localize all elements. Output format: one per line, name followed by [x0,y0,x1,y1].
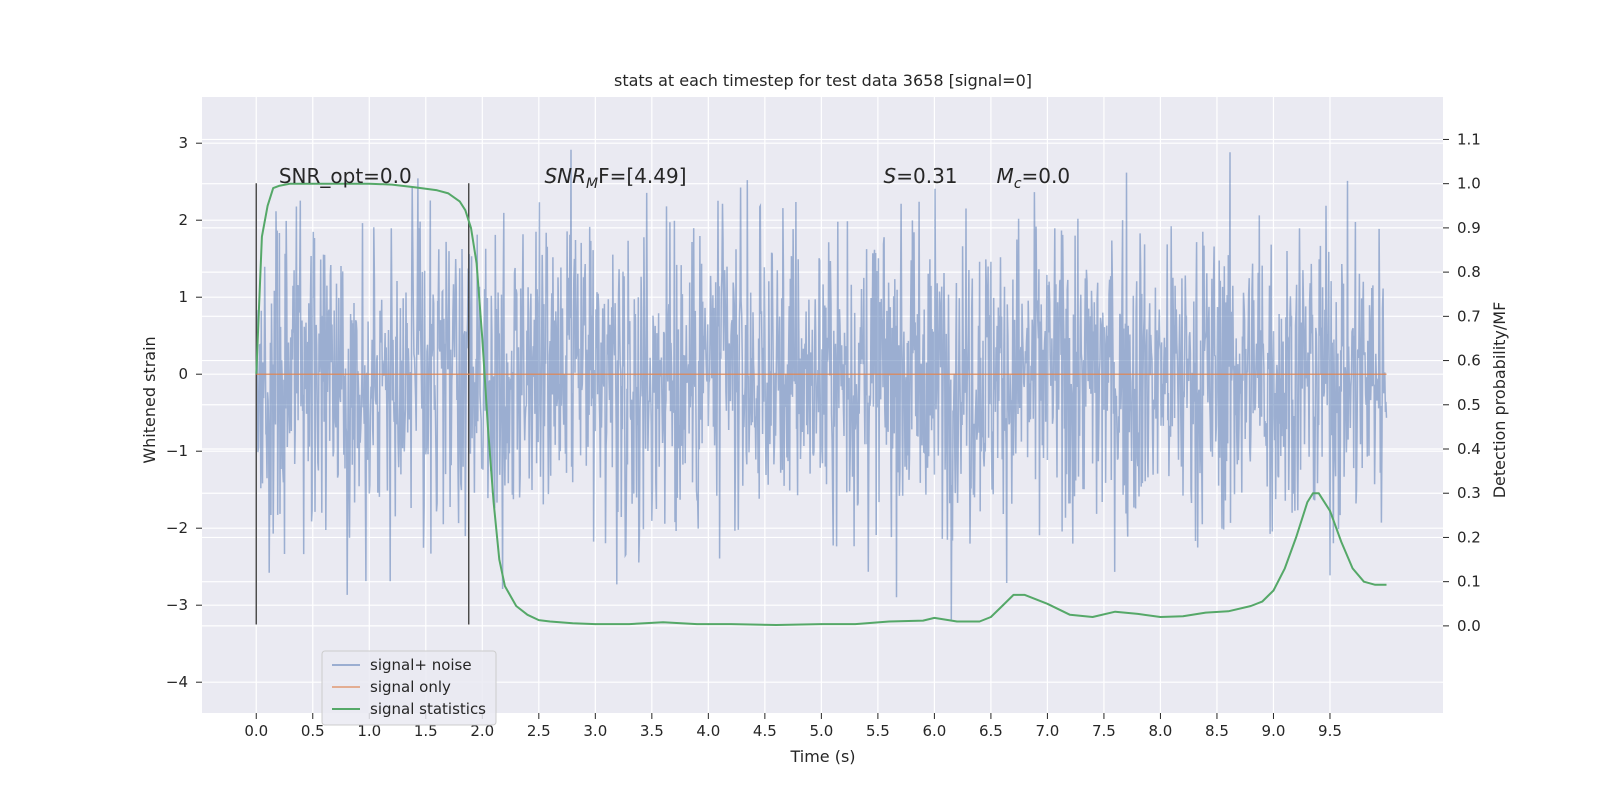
chart-title: stats at each timestep for test data 365… [614,71,1032,90]
x-tick-label: 5.5 [866,722,890,740]
legend-label-signal-only: signal only [370,678,451,696]
y-right-tick-label: 0.8 [1457,263,1481,281]
legend-label-signal-noise: signal+ noise [370,656,472,674]
y-left-tick-label: 3 [178,134,188,152]
annotation-snr-opt: SNR_opt=0.0 [279,164,412,188]
annotation-snr-mf: SNRMF=[4.49] [544,164,686,192]
x-tick-label: 8.5 [1205,722,1229,740]
series-signal-noise [255,149,1388,620]
y-left-tick-label: −1 [166,442,188,460]
x-tick-label: 2.5 [527,722,551,740]
y-left-tick-label: −2 [166,519,188,537]
left-y-axis-label: Whitened strain [140,336,159,463]
right-y-axis: 0.0 0.1 0.2 0.3 0.4 0.5 0.6 0.7 0.8 0.9 1.0 1.1 [1443,130,1481,635]
x-tick-label: 8.0 [1149,722,1173,740]
x-axis-label: Time (s) [789,747,855,766]
y-right-tick-label: 0.5 [1457,396,1481,414]
x-tick-label: 6.5 [979,722,1003,740]
y-right-tick-label: 0.9 [1457,219,1481,237]
line-series [255,182,1387,626]
y-right-tick-label: 1.0 [1457,175,1481,193]
y-left-tick-label: 0 [178,365,188,383]
vertical-markers [255,183,470,625]
legend-label-signal-statistics: signal statistics [370,700,486,718]
x-tick-label: 3.0 [583,722,607,740]
x-tick-label: 7.5 [1092,722,1116,740]
right-y-axis-label: Detection probability/MF [1490,302,1509,499]
x-tick-label: 0.5 [301,722,325,740]
x-tick-label: 3.5 [640,722,664,740]
x-tick-label: 9.0 [1262,722,1286,740]
y-right-tick-label: 0.1 [1457,573,1481,591]
x-tick-label: 1.5 [414,722,438,740]
annotation-mc: Mc=0.0 [997,164,1071,192]
x-tick-label: 0.0 [244,722,268,740]
legend-box [321,650,497,726]
annotations: SNR_opt=0.0 SNRMF=[4.49] S=0.31 Mc=0.0 [279,164,1070,192]
legend: signal+ noise signal only signal statist… [321,650,497,726]
noise-series [255,149,1388,620]
y-left-tick-label: −4 [166,673,188,691]
y-left-tick-label: 1 [178,288,188,306]
y-right-tick-label: 0.4 [1457,440,1481,458]
x-tick-label: 2.0 [470,722,494,740]
x-axis: 0.0 0.5 1.0 1.5 2.0 2.5 3.0 3.5 4.0 4.5 5.0 5.5 6.0 6… [244,713,1342,740]
y-left-tick-label: 2 [178,211,188,229]
x-tick-label: 4.5 [753,722,777,740]
x-tick-label: 9.5 [1318,722,1342,740]
x-tick-label: 1.0 [357,722,381,740]
y-right-tick-label: 0.3 [1457,484,1481,502]
y-right-tick-label: 0.0 [1457,617,1481,635]
annotation-s-stat: S=0.31 [884,164,958,188]
y-right-tick-label: 0.7 [1457,307,1481,325]
y-right-tick-label: 0.2 [1457,528,1481,546]
x-tick-label: 5.0 [809,722,833,740]
y-left-tick-label: −3 [166,596,188,614]
x-tick-label: 4.0 [696,722,720,740]
y-right-tick-label: 1.1 [1457,130,1481,148]
left-y-axis: −4 −3 −2 −1 0 1 2 3 [166,134,202,691]
series-signal-statistics [255,182,1387,626]
y-right-tick-label: 0.6 [1457,352,1481,370]
x-tick-label: 7.0 [1035,722,1059,740]
x-tick-label: 6.0 [922,722,946,740]
